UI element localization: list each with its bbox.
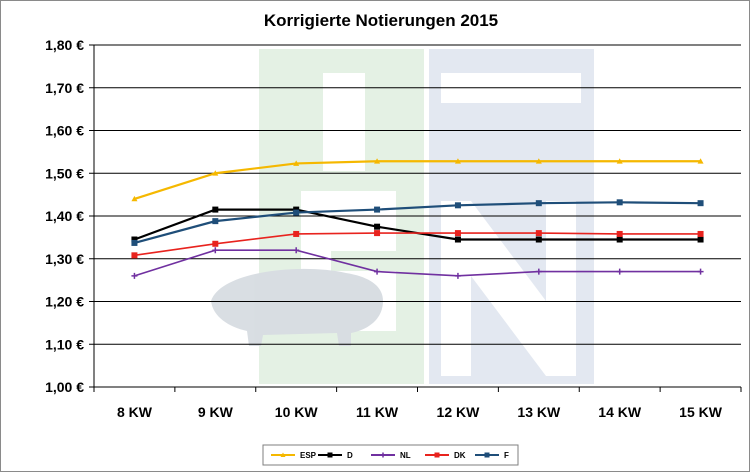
- data-point-f: [212, 218, 219, 225]
- x-axis-tick-labels: 8 KW 9 KW 10 KW 11 KW 12 KW 13 KW 14 KW 15 KW: [117, 404, 723, 420]
- legend-marker-esp: [280, 452, 286, 457]
- data-point-dk: [697, 230, 704, 237]
- data-point-d: [616, 236, 623, 243]
- x-tick-label: 9 KW: [198, 404, 234, 420]
- series-line-f: [134, 201, 701, 244]
- data-point-esp: [293, 160, 300, 166]
- legend-marker-f: [484, 452, 490, 458]
- data-point-esp: [454, 158, 461, 164]
- data-point-dk: [374, 230, 381, 237]
- data-point-f: [535, 200, 542, 207]
- legend-label-d: D: [347, 451, 353, 460]
- data-point-nl: [535, 268, 542, 275]
- data-point-nl: [293, 247, 300, 254]
- y-tick-label: 1,30 €: [45, 251, 84, 267]
- x-tick-label: 8 KW: [117, 404, 153, 420]
- x-tick-label: 11 KW: [356, 404, 399, 420]
- x-tick-label: 13 KW: [517, 404, 561, 420]
- x-tick-label: 14 KW: [598, 404, 642, 420]
- series-nl: [131, 247, 704, 279]
- data-point-dk: [535, 230, 542, 237]
- x-tick-label: 15 KW: [679, 404, 723, 420]
- data-point-esp: [697, 158, 704, 164]
- data-point-esp: [616, 158, 623, 164]
- data-point-f: [293, 209, 300, 216]
- data-point-nl: [374, 268, 381, 275]
- data-point-nl: [131, 272, 138, 279]
- y-tick-label: 1,00 €: [45, 379, 84, 395]
- x-tick-label: 10 KW: [275, 404, 319, 420]
- data-point-d: [454, 236, 461, 243]
- data-point-f: [697, 200, 704, 207]
- legend-label-f: F: [504, 451, 509, 460]
- legend-item-nl: NL: [371, 451, 411, 460]
- data-point-f: [131, 239, 138, 246]
- data-point-f: [374, 206, 381, 213]
- legend-marker-d: [327, 452, 333, 458]
- data-point-esp: [374, 158, 381, 164]
- legend-label-nl: NL: [400, 451, 411, 460]
- data-point-dk: [616, 230, 623, 237]
- legend-item-esp: ESP: [271, 451, 317, 460]
- y-tick-label: 1,20 €: [45, 294, 84, 310]
- data-point-dk: [454, 230, 461, 237]
- series-esp: [131, 158, 704, 202]
- legend-item-f: F: [475, 451, 509, 460]
- data-point-nl: [454, 272, 461, 279]
- series-line-nl: [134, 249, 701, 277]
- data-point-d: [697, 236, 704, 243]
- y-axis-tick-labels: 1,00 € 1,10 € 1,20 € 1,30 € 1,40 € 1,50 € 1,60…: [45, 37, 84, 395]
- y-tick-label: 1,50 €: [45, 165, 84, 181]
- data-point-esp: [535, 158, 542, 164]
- y-tick-label: 1,70 €: [45, 80, 84, 96]
- data-point-nl: [212, 247, 219, 254]
- data-point-dk: [212, 240, 219, 247]
- chart-title: Korrigierte Notierungen 2015: [264, 11, 498, 30]
- legend-label-esp: ESP: [300, 451, 317, 460]
- legend-marker-nl: [380, 452, 386, 458]
- data-point-d: [212, 206, 219, 213]
- data-point-nl: [616, 268, 623, 275]
- series-dk: [131, 230, 704, 259]
- data-point-f: [616, 199, 623, 206]
- legend-item-d: D: [318, 451, 353, 460]
- y-tick-label: 1,60 €: [45, 123, 84, 139]
- legend: ESP D NL DK F: [262, 444, 519, 466]
- data-point-nl: [697, 268, 704, 275]
- data-point-dk: [293, 230, 300, 237]
- series-line-dk: [134, 232, 701, 257]
- x-tick-label: 12 KW: [437, 404, 481, 420]
- data-point-dk: [131, 252, 138, 259]
- data-point-esp: [131, 195, 138, 202]
- series-line-esp: [134, 160, 701, 200]
- series-f: [131, 199, 704, 246]
- y-tick-label: 1,80 €: [45, 37, 84, 53]
- axes: [93, 45, 742, 392]
- data-point-esp: [212, 170, 219, 176]
- series-lines: [131, 158, 704, 279]
- data-point-d: [535, 236, 542, 243]
- legend-item-dk: DK: [425, 451, 466, 460]
- legend-label-dk: DK: [454, 451, 466, 460]
- data-point-d: [131, 236, 138, 243]
- data-point-d: [374, 223, 381, 230]
- y-tick-label: 1,40 €: [45, 208, 84, 224]
- legend-marker-dk: [434, 452, 440, 458]
- y-tick-label: 1,10 €: [45, 336, 84, 352]
- data-point-f: [454, 202, 461, 209]
